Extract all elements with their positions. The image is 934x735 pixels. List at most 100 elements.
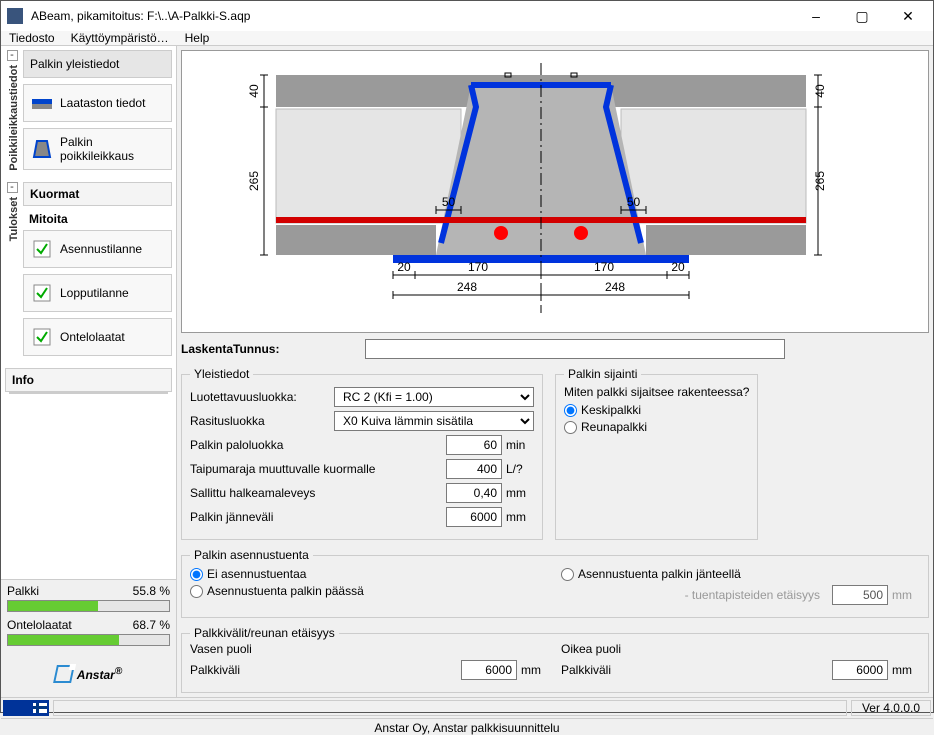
location-legend: Palkin sijainti	[564, 367, 641, 381]
menu-help[interactable]: Help	[185, 31, 210, 45]
sidebar-item-label: Palkin yleistiedot	[30, 57, 119, 71]
crack-input[interactable]	[446, 483, 502, 503]
sidebar-item-final[interactable]: Lopputilanne	[23, 274, 172, 312]
slab-bar	[7, 634, 170, 646]
minimize-button[interactable]: –	[793, 1, 839, 31]
span-input[interactable]	[446, 507, 502, 527]
check-icon	[30, 325, 54, 349]
svg-text:20: 20	[397, 260, 411, 274]
sidebar-item-slab[interactable]: Laataston tiedot	[23, 84, 172, 122]
radio-label: Reunapalkki	[581, 420, 647, 434]
spans-fieldset: Palkkivälit/reunan etäisyys Vasen puoli …	[181, 626, 929, 693]
svg-text:20: 20	[671, 260, 685, 274]
svg-text:50: 50	[627, 195, 641, 209]
content-area: 404026526550502017017020248248 LaskentaT…	[177, 46, 933, 697]
section-diagram: 404026526550502017017020248248	[181, 50, 929, 333]
maximize-button[interactable]: ▢	[839, 1, 885, 31]
exposure-select[interactable]: X0 Kuiva lämmin sisätila	[334, 411, 534, 431]
sidebar-header-loads[interactable]: Kuormat	[23, 182, 172, 206]
general-legend: Yleistiedot	[190, 367, 253, 381]
sidebar-tab-results: Tulokset	[8, 193, 20, 245]
crack-unit: mm	[506, 486, 534, 500]
location-question: Miten palkki sijaitsee rakenteessa?	[564, 385, 749, 399]
sidebar-item-label: Lopputilanne	[60, 286, 129, 300]
svg-text:40: 40	[247, 84, 261, 98]
app-icon	[7, 8, 23, 24]
reliability-label: Luotettavuusluokka:	[190, 390, 330, 404]
section-icon	[30, 137, 54, 161]
close-button[interactable]: ✕	[885, 1, 931, 31]
span-right-input[interactable]	[832, 660, 888, 680]
logo-trademark: ®	[115, 666, 122, 677]
svg-text:248: 248	[457, 280, 477, 294]
radio-label: Asennustuenta palkin päässä	[207, 584, 364, 598]
support-fieldset: Palkin asennustuenta Ei asennustuentaa A…	[181, 548, 929, 618]
deflection-label: Taipumaraja muuttuvalle kuormalle	[190, 462, 442, 476]
left-side-label: Vasen puoli	[190, 642, 549, 656]
location-fieldset: Palkin sijainti Miten palkki sijaitsee r…	[555, 367, 758, 540]
spans-legend: Palkkivälit/reunan etäisyys	[190, 626, 339, 640]
radio-label: Asennustuenta palkin jänteellä	[578, 567, 741, 581]
calc-id-label: LaskentaTunnus:	[181, 342, 361, 356]
deflection-input[interactable]	[446, 459, 502, 479]
general-fieldset: Yleistiedot Luotettavuusluokka: RC 2 (Kf…	[181, 367, 543, 540]
anstar-logo: Anstar®	[1, 656, 176, 697]
slab-bar-value: 68.7 %	[133, 618, 170, 632]
sidebar-item-general[interactable]: Palkin yleistiedot	[23, 50, 172, 78]
span-left-label: Palkkiväli	[190, 663, 457, 677]
eu-flag-button[interactable]	[3, 700, 49, 716]
sidebar-tab-section: Poikkileikkaustiedot	[8, 61, 20, 175]
svg-text:265: 265	[813, 171, 827, 191]
span-left-unit: mm	[521, 663, 549, 677]
span-right-label: Palkkiväli	[561, 663, 828, 677]
span-unit: mm	[506, 510, 534, 524]
calc-id-input[interactable]	[365, 339, 785, 359]
radio-edge[interactable]: Reunapalkki	[564, 420, 749, 434]
sidebar-item-install[interactable]: Asennustilanne	[23, 230, 172, 268]
svg-text:40: 40	[813, 84, 827, 98]
right-side-label: Oikea puoli	[561, 642, 920, 656]
utilization-bars: Palkki55.8 % Ontelolaatat68.7 %	[1, 580, 176, 656]
sidebar: - Poikkileikkaustiedot Palkin yleistiedo…	[1, 46, 177, 697]
sidebar-item-section[interactable]: Palkin poikkileikkaus	[23, 128, 172, 170]
sidebar-item-hollow[interactable]: Ontelolaatat	[23, 318, 172, 356]
menu-bar: Tiedosto Käyttöympäristö… Help	[1, 31, 933, 45]
logo-text: Anstar	[77, 668, 115, 682]
slab-icon	[30, 91, 54, 115]
menu-file[interactable]: Tiedosto	[9, 31, 55, 45]
info-box	[9, 392, 168, 394]
radio-center[interactable]: Keskipalkki	[564, 403, 749, 417]
svg-text:170: 170	[468, 260, 488, 274]
reliability-select[interactable]: RC 2 (Kfi = 1.00)	[334, 387, 534, 407]
sidebar-header-design: Mitoita	[23, 210, 172, 230]
fire-unit: min	[506, 438, 534, 452]
sidebar-item-label: Ontelolaatat	[60, 330, 125, 344]
support-dist-unit: mm	[892, 588, 920, 602]
fire-label: Palkin paloluokka	[190, 438, 442, 452]
beam-bar-label: Palkki	[7, 584, 39, 598]
window-title: ABeam, pikamitoitus: F:\..\A-Palkki-S.aq…	[29, 9, 793, 23]
radio-support-end[interactable]: Asennustuenta palkin päässä	[190, 584, 549, 598]
footer: Ver 4.0.0.0	[1, 697, 933, 718]
radio-label: Keskipalkki	[581, 403, 641, 417]
sidebar-item-label: Laataston tiedot	[60, 96, 145, 110]
radio-support-none[interactable]: Ei asennustuentaa	[190, 567, 549, 581]
logo-icon	[53, 665, 75, 683]
status-bar: Anstar Oy, Anstar palkkisuunnittelu	[1, 718, 933, 735]
sidebar-item-label: Asennustilanne	[60, 242, 142, 256]
radio-support-span[interactable]: Asennustuenta palkin jänteellä	[561, 567, 920, 581]
span-left-input[interactable]	[461, 660, 517, 680]
footer-spacer	[53, 700, 847, 716]
span-label: Palkin jänneväli	[190, 510, 442, 524]
svg-text:50: 50	[442, 195, 456, 209]
sidebar-item-label: Palkin poikkileikkaus	[60, 135, 165, 163]
fire-input[interactable]	[446, 435, 502, 455]
menu-environment[interactable]: Käyttöympäristö…	[71, 31, 169, 45]
sidebar-info-header[interactable]: Info	[5, 368, 172, 392]
radio-label: Ei asennustuentaa	[207, 567, 306, 581]
deflection-unit: L/?	[506, 462, 534, 476]
collapse-section-icon[interactable]: -	[7, 50, 18, 61]
crack-label: Sallittu halkeamaleveys	[190, 486, 442, 500]
exposure-label: Rasitusluokka	[190, 414, 330, 428]
collapse-results-icon[interactable]: -	[7, 182, 18, 193]
